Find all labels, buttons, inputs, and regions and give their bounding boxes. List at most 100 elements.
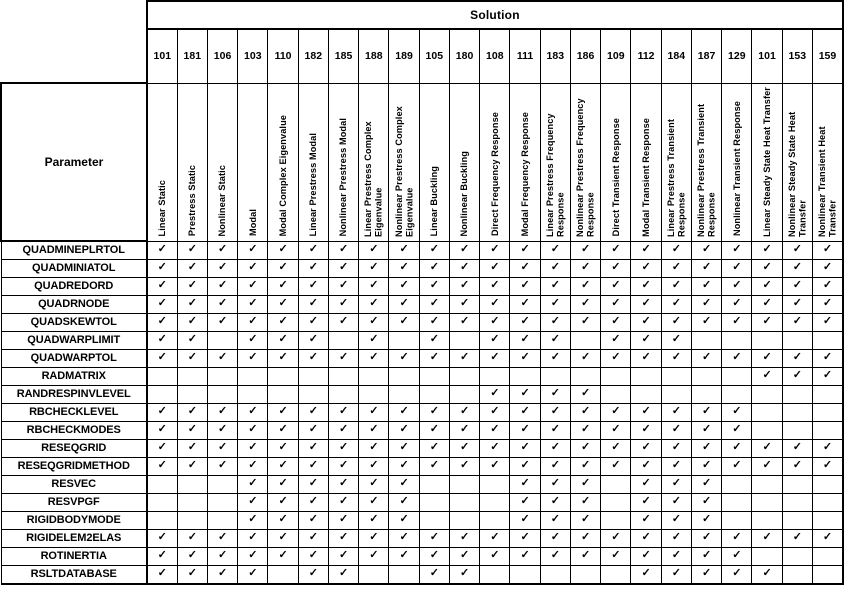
checkmark-icon: ✓ <box>278 530 288 543</box>
check-cell-supported: ✓ <box>569 402 602 422</box>
check-cell-supported: ✓ <box>418 348 450 368</box>
check-cell-supported: ✓ <box>721 564 753 585</box>
check-cell-supported: ✓ <box>630 438 662 458</box>
check-cell-supported: ✓ <box>539 546 571 566</box>
check-cell-supported: ✓ <box>751 348 783 368</box>
check-cell-supported: ✓ <box>418 438 450 458</box>
solution-label-153: Nonlinear Steady State Heat Transfer <box>781 82 813 242</box>
checkmark-icon: ✓ <box>611 458 621 471</box>
checkmark-icon: ✓ <box>641 350 651 363</box>
checkmark-icon: ✓ <box>732 458 742 471</box>
solution-label-text: Linear Prestress Modal <box>308 133 319 237</box>
solution-label-110: Modal Complex Eigenvalue <box>267 82 299 242</box>
checkmark-icon: ✓ <box>399 422 409 435</box>
check-cell-empty <box>479 510 511 530</box>
check-cell-supported: ✓ <box>448 528 481 548</box>
check-cell-empty <box>327 330 360 350</box>
checkmark-icon: ✓ <box>671 404 681 417</box>
checkmark-icon: ✓ <box>248 440 258 453</box>
check-cell-supported: ✓ <box>448 402 481 422</box>
check-cell-empty <box>418 510 450 530</box>
checkmark-icon: ✓ <box>187 260 197 273</box>
checkmark-icon: ✓ <box>822 278 833 291</box>
checkmark-icon: ✓ <box>520 422 530 435</box>
check-cell-empty <box>145 510 178 530</box>
checkmark-icon: ✓ <box>459 440 470 453</box>
check-cell-empty <box>811 402 844 422</box>
check-cell-empty <box>388 366 420 386</box>
solution-label-text: Linear Steady State Heat Transfer <box>761 86 772 237</box>
check-cell-supported: ✓ <box>600 312 632 332</box>
solution-number-181: 181 <box>176 28 208 84</box>
check-cell-empty <box>509 366 541 386</box>
checkmark-icon: ✓ <box>308 332 318 345</box>
check-cell-supported: ✓ <box>690 510 723 530</box>
check-cell-supported: ✓ <box>388 312 420 332</box>
check-cell-supported: ✓ <box>630 528 662 548</box>
rotated-label-wrapper: Nonlinear Transient Heat Transfer <box>813 87 841 237</box>
check-cell-supported: ✓ <box>267 492 299 512</box>
check-cell-empty <box>176 474 208 494</box>
solution-number-105: 105 <box>418 28 450 84</box>
check-cell-supported: ✓ <box>145 294 178 314</box>
checkmark-icon: ✓ <box>701 350 712 363</box>
checkmark-icon: ✓ <box>701 440 712 453</box>
check-cell-supported: ✓ <box>781 366 813 386</box>
check-cell-empty <box>569 330 602 350</box>
check-cell-supported: ✓ <box>751 456 783 476</box>
check-cell-supported: ✓ <box>448 312 481 332</box>
solution-label-184: Linear Prestress Transient Response <box>660 82 692 242</box>
check-cell-empty <box>418 474 450 494</box>
checkmark-icon: ✓ <box>308 476 318 489</box>
checkmark-icon: ✓ <box>701 296 712 309</box>
solution-label-text: Linear Prestress Frequency Response <box>544 112 566 237</box>
check-cell-supported: ✓ <box>660 492 692 512</box>
checkmark-icon: ✓ <box>671 278 681 291</box>
checkmark-icon: ✓ <box>217 440 228 453</box>
checkmark-icon: ✓ <box>429 296 439 309</box>
checkmark-icon: ✓ <box>338 278 349 291</box>
checkmark-icon: ✓ <box>732 296 742 309</box>
checkmark-icon: ✓ <box>459 350 470 363</box>
solution-label-text: Modal Transient Response <box>640 117 651 237</box>
checkmark-icon: ✓ <box>157 296 167 309</box>
check-cell-supported: ✓ <box>297 438 329 458</box>
check-cell-empty <box>781 384 813 404</box>
check-cell-empty <box>206 366 239 386</box>
check-cell-supported: ✓ <box>600 348 632 368</box>
checkmark-icon: ✓ <box>248 548 258 561</box>
checkmark-icon: ✓ <box>641 548 651 561</box>
check-cell-supported: ✓ <box>690 528 723 548</box>
table-row: RESVEC ✓ ✓ ✓ ✓ ✓ ✓ ✓ ✓ ✓ ✓ ✓ ✓ <box>0 474 844 494</box>
checkmark-icon: ✓ <box>580 458 591 471</box>
check-cell-supported: ✓ <box>237 456 269 476</box>
check-cell-supported: ✓ <box>660 456 692 476</box>
solution-number-182: 182 <box>297 28 329 84</box>
rotated-label-wrapper: Nonlinear Prestress Complex Eigenvalue <box>390 87 418 237</box>
checkmark-icon: ✓ <box>732 548 742 561</box>
checkmark-icon: ✓ <box>611 404 621 417</box>
check-cell-empty <box>267 384 299 404</box>
parameter-name: RIGIDELEM2ELAS <box>0 528 148 548</box>
check-cell-supported: ✓ <box>479 330 511 350</box>
check-cell-supported: ✓ <box>600 420 632 440</box>
check-cell-supported: ✓ <box>479 312 511 332</box>
check-cell-empty <box>600 384 632 404</box>
parameter-name: RESEQGRID <box>0 438 148 458</box>
checkmark-icon: ✓ <box>369 512 379 525</box>
check-cell-supported: ✓ <box>448 456 481 476</box>
checkmark-icon: ✓ <box>611 530 621 543</box>
check-cell-supported: ✓ <box>600 240 632 260</box>
table-row: RIGIDBODYMODE ✓ ✓ ✓ ✓ ✓ ✓ ✓ ✓ ✓ ✓ ✓ ✓ <box>0 510 844 530</box>
check-cell-supported: ✓ <box>781 276 813 296</box>
checkmark-icon: ✓ <box>399 530 409 543</box>
check-cell-supported: ✓ <box>448 420 481 440</box>
checkmark-icon: ✓ <box>338 440 349 453</box>
check-cell-supported: ✓ <box>751 564 783 585</box>
checkmark-icon: ✓ <box>369 548 379 561</box>
checkmark-icon: ✓ <box>792 440 802 453</box>
check-cell-supported: ✓ <box>509 276 541 296</box>
check-cell-supported: ✓ <box>297 546 329 566</box>
checkmark-icon: ✓ <box>671 458 681 471</box>
check-cell-supported: ✓ <box>600 258 632 278</box>
